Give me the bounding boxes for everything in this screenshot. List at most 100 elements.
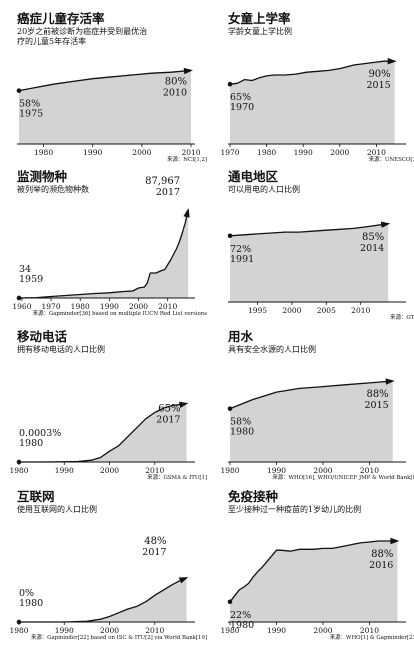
- x-tick-label: 1970: [220, 148, 239, 157]
- end-arrow: [390, 537, 400, 545]
- series-line: [229, 380, 393, 410]
- chart-title: 移动电话: [17, 329, 68, 344]
- start-point: [227, 81, 233, 87]
- series-line: [18, 209, 189, 299]
- x-tick-label: 2010: [367, 148, 386, 157]
- chart-subtitle: 拥有移动电话的人口比例: [17, 345, 105, 354]
- chart-title: 癌症儿童存活率: [17, 11, 105, 26]
- chart-panel: 通电地区 可以用电的人口比例 1995 2000 2005 2010 72% 1991 85% 2…: [227, 170, 414, 321]
- end-value-label: 88%: [371, 549, 393, 560]
- start-point: [227, 233, 233, 239]
- start-value-label: 58%: [19, 99, 40, 110]
- end-arrow: [183, 208, 190, 218]
- x-tick-label: 2010: [360, 466, 379, 475]
- series-line: [229, 540, 398, 603]
- series-line: [229, 223, 389, 237]
- end-arrow: [387, 58, 397, 65]
- chart-source: 来源：UNESCO[3]: [368, 157, 414, 163]
- x-tick-label: 1990: [267, 626, 286, 635]
- x-tick-label: 1970: [42, 302, 61, 311]
- start-year-label: 1980: [19, 438, 43, 449]
- chart-source: 来源：Gapminder[36] based on multiple IUCN …: [32, 311, 207, 317]
- x-tick-label: 2000: [282, 306, 301, 315]
- x-tick-label: 1980: [34, 148, 53, 157]
- start-year-label: 1991: [230, 254, 254, 265]
- chart-subtitle: 至少接种过一种疫苗的1岁幼儿的比例: [228, 505, 362, 514]
- chart-title: 用水: [228, 329, 254, 344]
- chart-panel: 移动电话 拥有移动电话的人口比例 1980 1990 2000 2010 0.0003% 19…: [9, 329, 207, 482]
- chart-subtitle: 被列举的濒危物种数: [17, 185, 89, 194]
- series-line: [229, 60, 395, 85]
- end-year-label: 2017: [142, 547, 166, 558]
- start-year-label: 1980: [19, 598, 43, 609]
- chart-source: 来源：WHO[1] & Gapminder[23]: [329, 635, 414, 641]
- chart-panel: 互联网 使用互联网的人口比例 1980 1990 2000 2010 0% 1980 48% 20…: [9, 489, 207, 642]
- x-tick-label: 1980: [9, 466, 28, 475]
- end-year-label: 2015: [365, 400, 389, 411]
- chart-title: 互联网: [17, 489, 55, 504]
- x-tick-label: 1980: [257, 148, 276, 157]
- chart-title: 免疫接种: [228, 489, 279, 504]
- chart-source: 来源：WHO[16], WHO/UNICEF JMP & World Bank[…: [272, 475, 414, 481]
- start-point: [16, 295, 22, 301]
- chart-source: 来源：GSMA & ITU[1]: [147, 475, 207, 481]
- start-value-label: 0.0003%: [19, 428, 61, 439]
- chart-source: 来源：GTF: [390, 315, 414, 321]
- x-tick-label: 1990: [267, 466, 286, 475]
- start-year-label: 1980: [230, 620, 254, 631]
- start-year-label: 1970: [230, 102, 254, 113]
- x-tick-label: 1990: [55, 626, 74, 635]
- end-year-label: 2017: [156, 415, 180, 426]
- series-area: [230, 541, 398, 622]
- chart-source: 来源：Gapminder[22] based on ISC & ITU[2] v…: [30, 635, 207, 641]
- series-area: [19, 403, 187, 462]
- end-arrow: [380, 221, 391, 228]
- x-tick-label: 1980: [220, 626, 239, 635]
- x-tick-label: 1990: [55, 466, 74, 475]
- chart-source: 来源：NCI[1,2]: [167, 157, 207, 163]
- series-line: [18, 69, 192, 92]
- x-tick-label: 2000: [129, 302, 148, 311]
- start-value-label: 22%: [230, 610, 251, 621]
- end-value-label: 88%: [366, 389, 388, 400]
- chart-subtitle: 使用互联网的人口比例: [17, 505, 97, 514]
- x-tick-label: 2000: [100, 466, 119, 475]
- x-tick-label: 2010: [181, 148, 200, 157]
- start-value-label: 34: [19, 264, 31, 275]
- start-year-label: 1975: [19, 109, 43, 120]
- x-tick-label: 2000: [313, 466, 332, 475]
- x-tick-label: 2010: [360, 626, 379, 635]
- chart-subtitle: 20岁之前被诊断为癌症并受到最优治疗的儿童5年存活率: [17, 27, 148, 46]
- end-year-label: 2010: [163, 87, 187, 98]
- end-year-label: 2014: [360, 243, 384, 254]
- chart-subtitle: 学龄女童上学比例: [228, 27, 292, 36]
- chart-panel: 监测物种 被列举的濒危物种数 1960 1970 1980 1990 2000 2010 34 1…: [12, 169, 207, 320]
- start-point: [16, 88, 22, 93]
- chart-panel: 女童上学率 学龄女童上学比例 1970 1980 1990 2000 2010 65% 1970…: [220, 11, 414, 164]
- x-tick-label: 2000: [100, 626, 119, 635]
- series-area: [19, 577, 187, 622]
- chart-title: 女童上学率: [228, 11, 291, 26]
- x-tick-label: 1980: [71, 302, 90, 311]
- end-year-label: 2016: [369, 560, 393, 571]
- x-tick-label: 2000: [313, 626, 332, 635]
- start-year-label: 1959: [19, 274, 43, 285]
- chart-title: 监测物种: [17, 169, 68, 184]
- end-value-label: 90%: [368, 69, 390, 80]
- series-area: [230, 381, 393, 462]
- start-value-label: 0%: [19, 588, 34, 599]
- end-arrow: [183, 67, 193, 75]
- chart-plot: 1995 2000 2005 2010 72%1991 85%2014: [227, 221, 406, 315]
- end-value-label: 80%: [165, 76, 187, 87]
- start-value-label: 72%: [230, 244, 251, 255]
- x-tick-label: 1995: [248, 306, 267, 315]
- start-year-label: 1980: [230, 427, 254, 438]
- x-tick-label: 2010: [145, 626, 164, 635]
- series-area: [19, 210, 189, 298]
